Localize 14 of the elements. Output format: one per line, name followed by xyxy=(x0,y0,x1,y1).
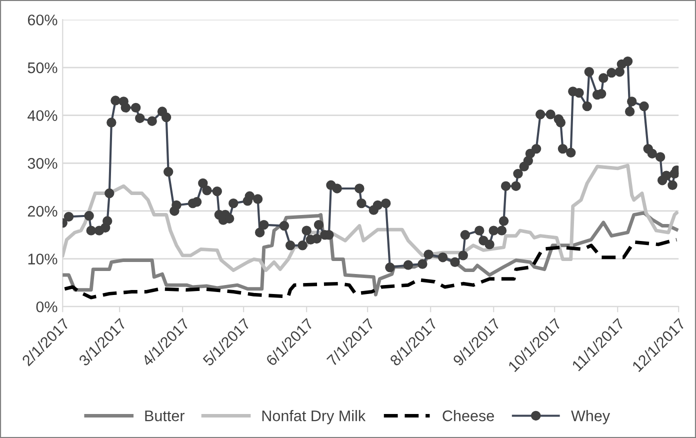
line-series xyxy=(62,164,678,272)
legend-label: Butter xyxy=(145,410,185,422)
legend-label: Whey xyxy=(571,410,610,424)
line-series xyxy=(62,211,678,296)
legend-label: Cheese xyxy=(442,410,494,422)
y-tick-label: 10% xyxy=(28,254,58,264)
y-tick-label: 50% xyxy=(28,62,58,74)
y-tick-label: 40% xyxy=(28,110,58,122)
y-tick-label: 60% xyxy=(28,14,58,26)
line-series xyxy=(62,238,678,300)
y-tick-label: 20% xyxy=(28,206,58,217)
y-tick-label: 0% xyxy=(36,301,58,312)
legend-label: Nonfat Dry Milk xyxy=(262,410,366,424)
y-tick-label: 30% xyxy=(28,158,58,169)
